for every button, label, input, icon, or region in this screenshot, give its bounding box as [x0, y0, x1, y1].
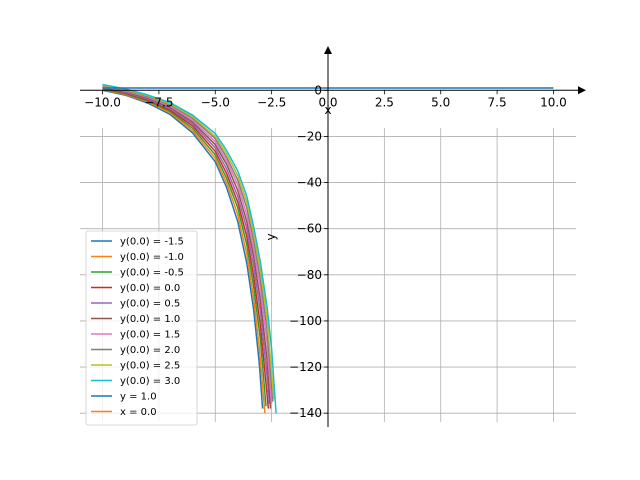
x-tick-label: −7.5: [144, 95, 173, 109]
y-tick-label: −20: [297, 129, 322, 143]
y-tick-label: −60: [297, 222, 322, 236]
series-line-5: [102, 87, 271, 404]
axes: [80, 46, 586, 427]
x-tick-label: 10.0: [540, 95, 567, 109]
x-tick-label: −10.0: [84, 95, 121, 109]
y-axis-arrow: [324, 46, 332, 54]
legend: y(0.0) = -1.5 y(0.0) = -1.0 y(0.0) = -0.5 y…: [85, 230, 198, 426]
legend-box: [85, 230, 198, 426]
legend-entry-label: y(0.0) = 0.5: [120, 299, 180, 310]
x-tick-label: −2.5: [257, 95, 286, 109]
legend-entry-label: y(0.0) = 0.0: [120, 283, 180, 294]
series-line-10: [102, 83, 277, 414]
tick-labels: −10.0 −7.5 −5.0 −2.5 0.0 2.5 5.0 7.5 10.0 0 −20 −40…: [84, 83, 567, 420]
legend-entry-label: y(0.0) = 2.5: [120, 361, 180, 372]
series-line-4: [102, 87, 270, 409]
legend-entry-label: y(0.0) = 2.0: [120, 345, 180, 356]
legend-entry-label: y(0.0) = -0.5: [120, 268, 184, 279]
y-tick-label: −100: [289, 314, 322, 328]
legend-entry-label: y(0.0) = -1.0: [120, 252, 184, 263]
series-line-1: [102, 89, 264, 409]
series-line-6: [102, 86, 272, 409]
series-line-8: [102, 84, 274, 402]
y-tick-label: −80: [297, 268, 322, 282]
legend-entry-label: y(0.0) = 1.5: [120, 330, 180, 341]
x-axis-arrow: [578, 86, 586, 95]
legend-entry-label: y = 1.0: [120, 392, 157, 403]
y-tick-label: −140: [289, 406, 322, 420]
legend-entry-label: y(0.0) = 1.0: [120, 314, 180, 325]
x-tick-label: 0.0: [318, 95, 337, 109]
y-tick-label: 0: [314, 83, 322, 97]
legend-entry-label: y(0.0) = -1.5: [120, 237, 184, 248]
legend-entry-label: x = 0.0: [120, 407, 157, 418]
x-tick-label: 7.5: [488, 95, 507, 109]
x-axis-label: x: [324, 103, 331, 117]
series-line-3: [102, 88, 267, 407]
series-lines: [102, 83, 554, 414]
legend-entry-label: y(0.0) = 3.0: [120, 376, 180, 387]
series-line-2: [102, 88, 266, 414]
x-tick-label: 5.0: [431, 95, 450, 109]
y-tick-label: −120: [289, 360, 322, 374]
x-tick-label: 2.5: [375, 95, 394, 109]
x-tick-label: −5.0: [201, 95, 230, 109]
y-tick-label: −40: [297, 176, 322, 190]
y-axis-label: y: [264, 233, 278, 240]
